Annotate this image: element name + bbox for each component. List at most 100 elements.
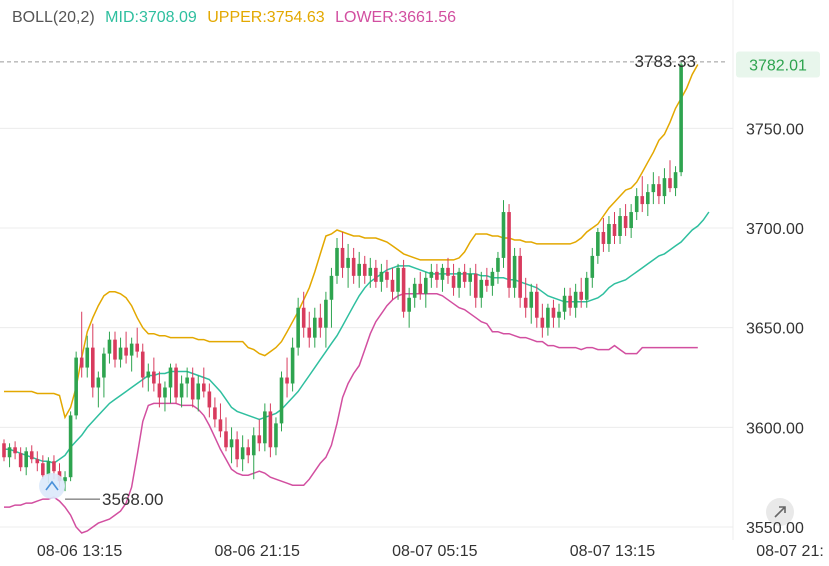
bollinger-bands [4,64,710,534]
candle-down [113,331,117,368]
candle-up [618,208,622,244]
candle-up [584,271,589,308]
candle-body [551,307,556,318]
candle-body [401,267,406,312]
candle-body [79,357,84,368]
indicator-legend: BOLL(20,2) MID:3708.09 UPPER:3754.63 LOW… [12,9,462,27]
candle-body [501,212,506,258]
x-tick-label: 08-07 21: [756,543,824,560]
candle-body [579,291,583,300]
candle-down [318,303,323,338]
legend-lower-value: LOWER:3661.56 [335,9,457,26]
candle-up [96,371,101,408]
candle-up [163,381,167,412]
candle-body [307,327,312,338]
candle-up [335,237,339,284]
candle-down [35,451,40,472]
candle-body [512,255,517,288]
candle-body [673,172,678,189]
candle-up [424,271,428,308]
chart-shortcut-icon [39,473,65,499]
candle-body [540,317,545,328]
candle-up [329,267,334,328]
candle-down [301,291,306,338]
candle-body [668,178,672,189]
arrow-up-right-icon [774,506,786,518]
candle-body [523,297,528,308]
candle-down [612,212,617,244]
candle-body [279,377,284,424]
candle-body [568,295,572,308]
candle-up [240,435,245,472]
candle-down [623,204,628,236]
candle-up [251,427,256,480]
band-line-lower [4,293,698,534]
candle-body [324,299,328,328]
candle-body [446,267,450,276]
candle-down [518,247,522,308]
candle-body [535,291,539,318]
candle-body [468,273,472,282]
candle-body [646,192,650,205]
candle-down [91,323,95,398]
candle-up [573,283,578,318]
candle-body [362,263,367,276]
candle-up [557,303,561,328]
candle-body [290,347,295,384]
candle-down [601,218,606,252]
candle-body [562,295,567,312]
candle-down [29,445,34,464]
candle-body [268,411,273,448]
candle-body [396,267,400,292]
candle-body [651,184,656,193]
candle-up [296,297,300,356]
candle-body [340,247,345,268]
candle-body [657,184,661,197]
candle-body [679,64,683,173]
x-tick-label: 08-06 13:15 [37,543,123,560]
candle-body [179,383,184,398]
candle-down [190,367,195,408]
candle-body [318,317,323,328]
candle-body [185,377,189,384]
grid-lines [0,0,734,540]
candle-body [346,257,350,268]
candle-body [24,451,28,468]
candle-up [168,363,173,404]
x-tick-label: 08-06 21:15 [214,543,300,560]
candle-up [274,417,278,456]
candle-down [668,160,672,193]
legend-boll-label: BOLL(20,2) [12,9,95,26]
candle-body [629,212,633,228]
candle-body [174,367,178,398]
candle-body [224,431,228,448]
candle-down [374,259,378,288]
candle-down [307,311,312,348]
candle-up [7,443,12,468]
scroll-latest-button[interactable] [766,498,794,526]
candle-body [301,307,306,328]
candle-down [657,176,661,205]
candle-up [290,337,295,392]
last-price-value: 3782.01 [749,58,807,75]
candle-body [118,347,123,360]
candle-body [601,231,606,244]
candle-up [129,337,134,372]
candle-up [501,200,506,268]
candle-body [140,351,145,378]
candle-body [424,277,428,294]
candle-body [202,383,206,392]
candle-up [679,61,683,177]
candle-up [357,251,361,288]
candle-body [440,267,445,280]
candle-body [662,178,667,197]
candle-body [612,224,617,236]
candle-up [468,267,472,296]
candle-down [79,311,84,378]
candle-up [185,367,189,398]
candle-body [41,463,45,476]
candle-up [673,166,678,197]
candle-down [140,343,145,388]
